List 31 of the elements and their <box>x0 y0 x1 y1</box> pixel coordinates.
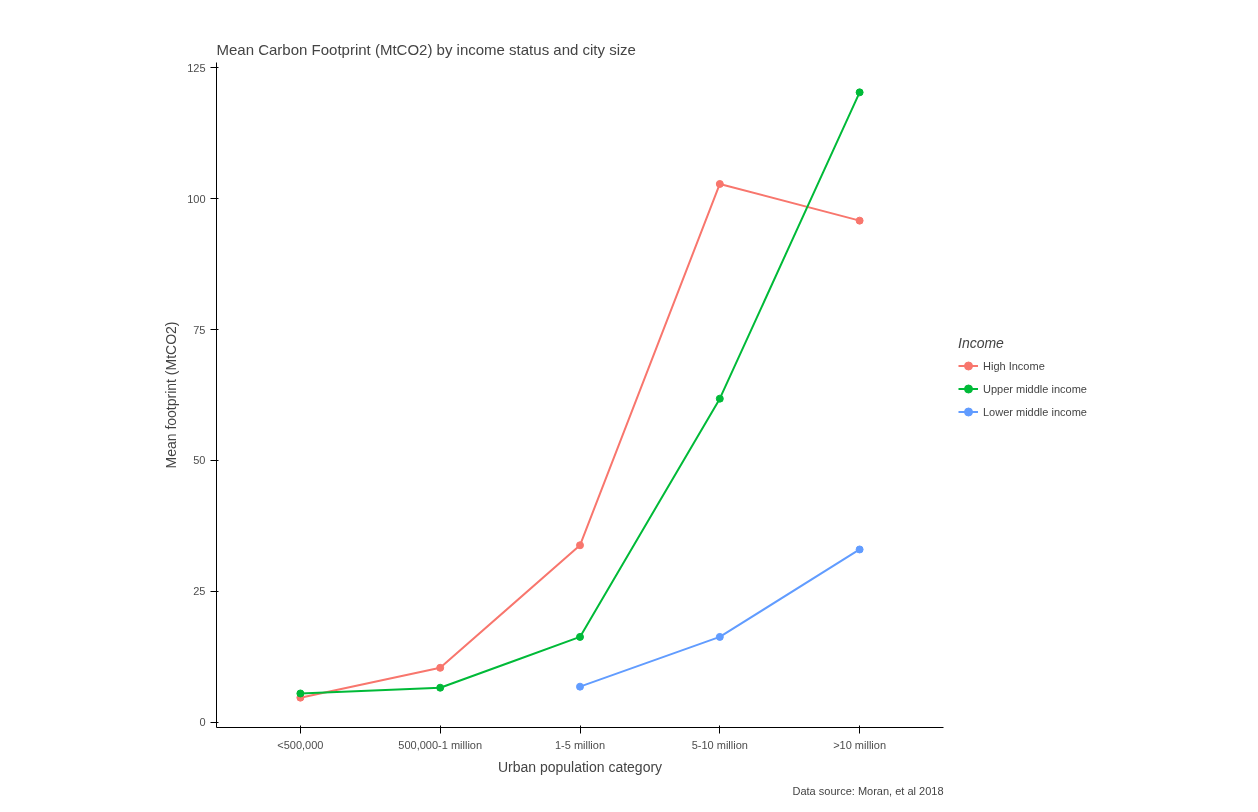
y-tick-label: 100 <box>187 192 206 205</box>
y-tick-label: 25 <box>193 585 206 598</box>
y-tick-label: 0 <box>199 716 206 729</box>
point <box>855 216 864 225</box>
point <box>715 394 724 403</box>
legend-title: Income <box>958 334 1005 350</box>
y-tick-label: 75 <box>193 323 206 336</box>
legend-label: Lower middle income <box>983 405 1087 417</box>
x-tick-label: <500,000 <box>277 738 324 751</box>
x-tick-label: >10 million <box>833 738 887 751</box>
y-axis-title: Mean footprint (MtCO2) <box>163 321 180 469</box>
y-tick-label: 50 <box>193 454 206 467</box>
point <box>715 632 724 641</box>
point <box>436 683 445 692</box>
point <box>855 88 864 97</box>
point <box>855 545 864 554</box>
point <box>715 179 724 188</box>
point <box>576 682 584 691</box>
legend-label: Upper middle income <box>983 382 1087 394</box>
x-tick-label: 500,000-1 million <box>398 738 483 751</box>
point <box>576 632 584 641</box>
x-tick-label: 5-10 million <box>691 738 748 751</box>
point <box>296 689 305 698</box>
y-tick-label: 125 <box>187 61 206 74</box>
point <box>576 541 584 550</box>
chart-title: Mean Carbon Footprint (MtCO2) by income status and city size <box>216 40 636 58</box>
x-axis-title: Urban population category <box>497 758 663 775</box>
x-tick-label: 1-5 million <box>554 738 606 751</box>
source-note: Data source: Moran, et al 2018 <box>792 784 944 797</box>
point <box>436 663 445 672</box>
legend-label: High Income <box>983 359 1045 371</box>
